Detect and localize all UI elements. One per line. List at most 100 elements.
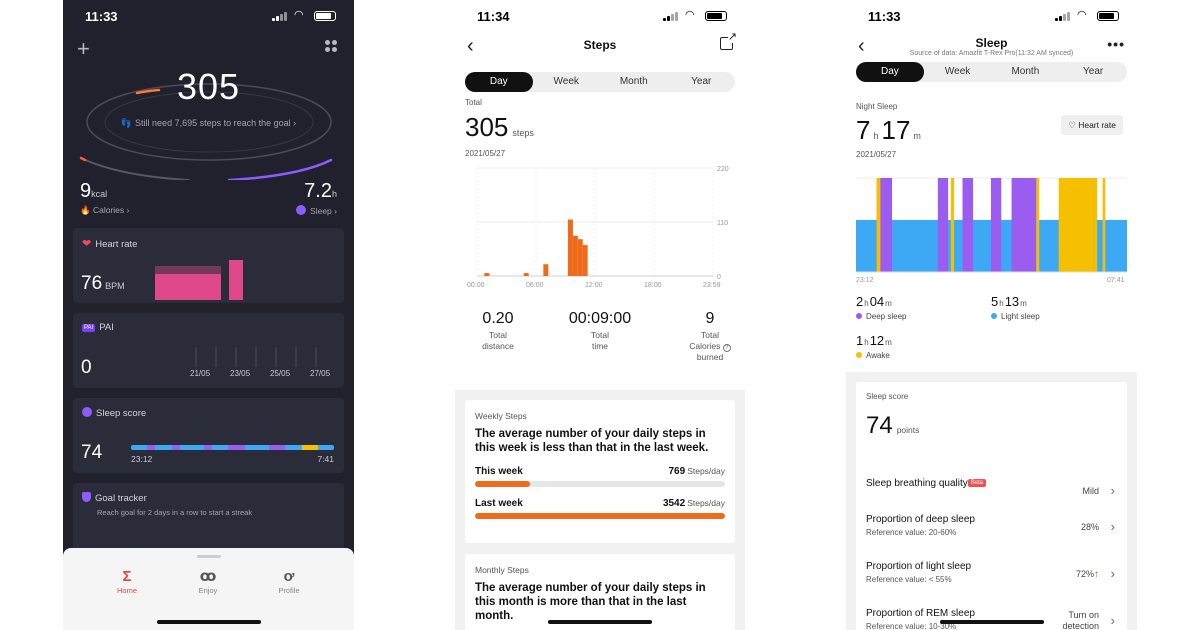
sleep-score-value: 74 xyxy=(866,412,893,439)
awake-stat: 1h12m Awake xyxy=(856,333,893,360)
row-value: Mild xyxy=(1082,486,1099,496)
tab-year[interactable]: Year xyxy=(691,76,712,87)
minutes-unit: m xyxy=(885,299,892,308)
info-icon[interactable]: ? xyxy=(722,344,731,352)
y-tick-label: 110 xyxy=(717,220,728,227)
sleep-score-card: Sleep score 74 points Sleep breathing qua… xyxy=(856,382,1127,630)
chart-bar xyxy=(523,273,529,276)
metric-value: 00:09:00 xyxy=(568,310,632,327)
goal-hint[interactable]: 👣 Still need 7,695 steps to reach the goa… xyxy=(120,118,297,128)
this-week-row: This week 769 Steps/day xyxy=(475,466,725,478)
moon-icon xyxy=(296,205,307,215)
stage-label: Deep sleep xyxy=(866,312,907,321)
calories-value: 9 xyxy=(80,180,92,202)
comparison-section: Weekly Steps The average number of your … xyxy=(455,390,745,630)
sleep-score-card[interactable]: Sleep score 74 23:12 7:41 xyxy=(73,398,344,473)
enjoy-icon: ꝏ xyxy=(199,568,217,585)
tab-month[interactable]: Month xyxy=(1011,66,1040,77)
sleep-date: 2021/05/27 xyxy=(856,150,897,159)
minutes-unit: m xyxy=(885,338,892,347)
pai-date: 25/05 xyxy=(270,369,291,378)
period-tabs: Day Week Month Year xyxy=(465,72,735,92)
sleep-score-label: Sleep score xyxy=(866,392,909,401)
deep-sleep-segment xyxy=(990,178,1002,272)
chevron-right-icon: › xyxy=(1110,483,1115,498)
rem-sleep-proportion-row[interactable]: Proportion of REM sleep Reference value:… xyxy=(866,608,1117,630)
total-steps-value: 305 xyxy=(465,112,509,142)
heart-rate-card[interactable]: ❤ Heart rate 76 BPM xyxy=(73,228,344,303)
page-title: Steps xyxy=(583,38,617,52)
sleep-stat[interactable]: 7.2h Sleep › xyxy=(296,180,337,216)
awake-segment xyxy=(1060,178,1094,272)
awake-segment xyxy=(1058,178,1062,272)
sleep-screen: 11:33 ◠ ‹ Sleep Source of data: Amazfit … xyxy=(846,0,1137,630)
wifi-icon: ◠ xyxy=(294,9,304,21)
metric-label: Total xyxy=(701,330,719,340)
steps-count[interactable]: 305 xyxy=(176,66,241,107)
row-value: Turn on xyxy=(1068,610,1099,620)
stage-hours: 1 xyxy=(856,333,864,348)
home-screen: 11:33 ◠ + 305 👣 Still need 7,695 steps to… xyxy=(63,0,354,630)
chart-bar xyxy=(567,219,573,276)
chevron-right-icon: › xyxy=(1110,566,1115,581)
drawer-handle[interactable] xyxy=(196,555,221,558)
row-value: detection xyxy=(1062,621,1099,630)
this-week-label: This week xyxy=(475,466,523,477)
tab-month[interactable]: Month xyxy=(619,76,648,87)
sleep-minutes: 17 xyxy=(881,115,911,145)
steps-bar-chart[interactable]: 0 110 220 00:00 06:00 12:00 18:00 23:59 xyxy=(455,158,745,293)
steps-per-day-unit: Steps/day xyxy=(687,498,725,508)
tab-day[interactable]: Day xyxy=(856,62,924,82)
hours-unit: h xyxy=(999,299,1004,308)
add-icon[interactable]: + xyxy=(77,36,90,61)
sleep-stage-bar xyxy=(131,445,334,450)
row-value: 28% xyxy=(1080,522,1099,532)
x-tick-label: 06:00 xyxy=(526,282,544,289)
steps-per-day-unit: Steps/day xyxy=(687,466,725,476)
sleep-start: 23:12 xyxy=(131,454,153,464)
tab-home[interactable]: Σ Home xyxy=(97,568,157,595)
sleep-stage-chart[interactable]: 23:12 07:41 xyxy=(856,168,1127,286)
chevron-right-icon: › xyxy=(1110,519,1115,534)
goal-tracker-title: Goal tracker xyxy=(95,493,147,504)
tab-week[interactable]: Week xyxy=(553,76,579,87)
profile-icon: ơ xyxy=(283,568,295,585)
calories-stat[interactable]: 9kcal 🔥 Calories › xyxy=(80,180,130,215)
deep-sleep-proportion-row[interactable]: Proportion of deep sleep Reference value… xyxy=(866,514,1117,550)
back-chevron-icon[interactable]: ‹ xyxy=(467,35,474,57)
signal-icon xyxy=(1055,11,1071,21)
tab-label: Home xyxy=(116,586,137,595)
awake-segment xyxy=(876,178,881,272)
heart-outline-icon: ♡ xyxy=(1068,120,1076,130)
status-bar: 11:34 ◠ xyxy=(455,0,745,32)
steps-screen: 11:34 ◠ ‹ Steps Day Week Month Year Tota… xyxy=(455,0,745,630)
weekly-header: Weekly Steps xyxy=(475,411,527,421)
page-title: Sleep xyxy=(975,36,1008,50)
tab-profile[interactable]: ơ Profile xyxy=(259,568,319,595)
y-tick-label: 0 xyxy=(717,274,721,281)
tab-enjoy[interactable]: ꝏ Enjoy xyxy=(178,568,238,595)
sleep-hours: 7 xyxy=(856,115,871,145)
stage-label: Light sleep xyxy=(1001,312,1040,321)
x-tick-label: 18:00 xyxy=(644,282,662,289)
tab-year[interactable]: Year xyxy=(1083,66,1104,77)
sleep-end: 7:41 xyxy=(317,454,334,464)
back-chevron-icon[interactable]: ‹ xyxy=(858,35,865,57)
grid-icon[interactable] xyxy=(325,40,338,53)
share-icon[interactable] xyxy=(720,30,737,50)
more-icon[interactable]: ••• xyxy=(1107,36,1125,52)
stage-minutes: 12 xyxy=(869,333,885,348)
total-label: Total xyxy=(465,98,482,107)
heart-rate-button[interactable]: ♡ Heart rate xyxy=(1061,115,1123,135)
breathing-quality-row[interactable]: Sleep breathing quality Beta Mild › xyxy=(866,478,1117,514)
tab-day[interactable]: Day xyxy=(465,72,533,92)
pai-date: 21/05 xyxy=(190,369,211,378)
tab-week[interactable]: Week xyxy=(944,66,971,77)
pai-card[interactable]: PAI PAI 0 21/05 23/05 25/05 27/05 xyxy=(73,313,344,388)
minutes-unit: m xyxy=(1020,299,1027,308)
hours-unit: h xyxy=(873,131,879,141)
steps-date: 2021/05/27 xyxy=(465,149,506,158)
moon-icon xyxy=(82,407,92,417)
light-sleep-proportion-row[interactable]: Proportion of light sleep Reference valu… xyxy=(866,561,1117,597)
minutes-unit: m xyxy=(913,131,921,141)
